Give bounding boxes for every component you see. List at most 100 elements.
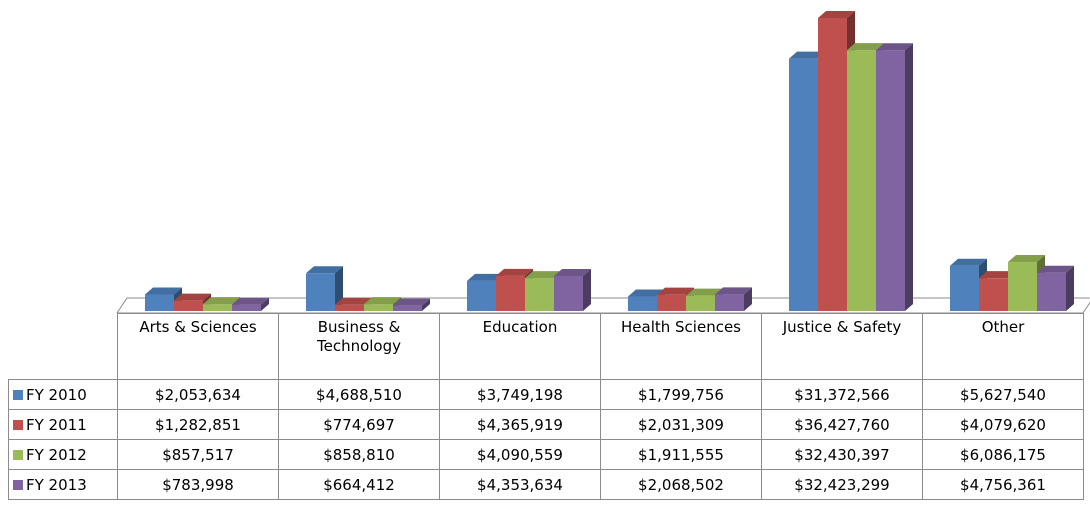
value-cell: $4,365,919	[439, 409, 601, 440]
category-label: Business & Technology	[278, 313, 440, 380]
bar-top	[628, 289, 665, 297]
value-cell: $1,799,756	[600, 379, 762, 410]
bar-top	[467, 273, 504, 281]
value-cell: $32,423,299	[761, 469, 923, 500]
bar-top	[364, 297, 401, 305]
bar-front	[657, 294, 686, 311]
legend-label: FY 2010	[26, 385, 87, 404]
value-cell: $4,756,361	[922, 469, 1084, 500]
legend-label: FY 2012	[26, 445, 87, 464]
bar-side	[261, 297, 269, 311]
bar-top	[657, 287, 694, 295]
bar-top	[554, 268, 591, 276]
bar	[232, 297, 269, 311]
bar-top	[950, 258, 987, 266]
bar	[876, 43, 913, 312]
bar-top	[145, 287, 182, 295]
category-label: Arts & Sciences	[117, 313, 279, 380]
series-row: FY 2013 $783,998 $664,412 $4,353,634 $2,068,…	[8, 469, 1084, 500]
bar-front	[203, 304, 232, 311]
value-cell: $774,697	[278, 409, 440, 440]
bar-front	[715, 294, 744, 311]
data-table: Arts & Sciences Business & Technology Educ…	[8, 313, 1084, 500]
bar-front	[950, 265, 979, 311]
bar-top	[393, 298, 430, 306]
legend-entry: FY 2011	[8, 409, 118, 440]
bar-top	[715, 287, 752, 295]
bar	[1037, 265, 1074, 311]
bar	[393, 298, 430, 311]
bar-front	[818, 18, 847, 311]
legend-entry: FY 2012	[8, 439, 118, 470]
bar-top	[232, 297, 269, 305]
value-cell: $1,911,555	[600, 439, 762, 470]
legend-entry: FY 2013	[8, 469, 118, 500]
value-cell: $4,353,634	[439, 469, 601, 500]
series-row: FY 2010 $2,053,634 $4,688,510 $3,749,198 $1,…	[8, 379, 1084, 410]
bar	[306, 266, 343, 311]
category-label: Health Sciences	[600, 313, 762, 380]
bar-front	[554, 275, 583, 311]
bar-front	[335, 304, 364, 311]
bar-top	[686, 288, 723, 296]
bar-top	[789, 51, 826, 59]
value-cell: $4,090,559	[439, 439, 601, 470]
value-cell: $783,998	[117, 469, 279, 500]
category-label: Other	[922, 313, 1084, 380]
bar	[496, 268, 533, 311]
bar-front	[789, 58, 818, 312]
bar-side	[1066, 265, 1074, 311]
bar-top	[979, 271, 1016, 279]
bar-front	[847, 50, 876, 312]
bar	[715, 287, 752, 311]
bar-front	[979, 278, 1008, 311]
value-cell: $2,068,502	[600, 469, 762, 500]
value-cell: $1,282,851	[117, 409, 279, 440]
bar-front	[174, 300, 203, 311]
bar-top	[876, 43, 913, 51]
bar-side	[583, 268, 591, 311]
legend-swatch	[13, 419, 23, 430]
bar-front	[145, 294, 174, 311]
bar-front	[232, 304, 261, 311]
value-cell: $664,412	[278, 469, 440, 500]
legend-swatch	[13, 449, 23, 460]
legend-swatch	[13, 479, 23, 490]
bar-top	[1008, 255, 1045, 263]
value-cell: $2,031,309	[600, 409, 762, 440]
bar-front	[364, 304, 393, 311]
value-cell: $5,627,540	[922, 379, 1084, 410]
bar-side	[905, 43, 913, 312]
legend-label: FY 2013	[26, 475, 87, 494]
bar-top	[174, 293, 211, 301]
bar	[950, 258, 987, 311]
bar-front	[496, 275, 525, 311]
value-cell: $2,053,634	[117, 379, 279, 410]
bar-front	[467, 280, 496, 311]
bar-top	[1037, 265, 1074, 273]
bar-top	[203, 297, 240, 305]
bar-front	[686, 295, 715, 311]
value-cell: $4,079,620	[922, 409, 1084, 440]
bar-side	[422, 298, 430, 311]
bar-front	[876, 50, 905, 312]
legend-swatch	[13, 389, 23, 400]
bar-top	[818, 11, 855, 18]
legend-label: FY 2011	[26, 415, 87, 434]
bar-side	[744, 287, 752, 311]
value-cell: $857,517	[117, 439, 279, 470]
bar-front	[525, 278, 554, 311]
value-cell: $858,810	[278, 439, 440, 470]
value-cell: $3,749,198	[439, 379, 601, 410]
bar-front	[393, 305, 422, 311]
bar	[789, 51, 826, 312]
header-row: Arts & Sciences Business & Technology Educ…	[8, 313, 1084, 380]
value-cell: $6,086,175	[922, 439, 1084, 470]
corner	[8, 313, 118, 380]
bar-front	[306, 273, 335, 311]
value-cell: $32,430,397	[761, 439, 923, 470]
value-cell: $36,427,760	[761, 409, 923, 440]
category-label: Education	[439, 313, 601, 380]
bar	[554, 268, 591, 311]
